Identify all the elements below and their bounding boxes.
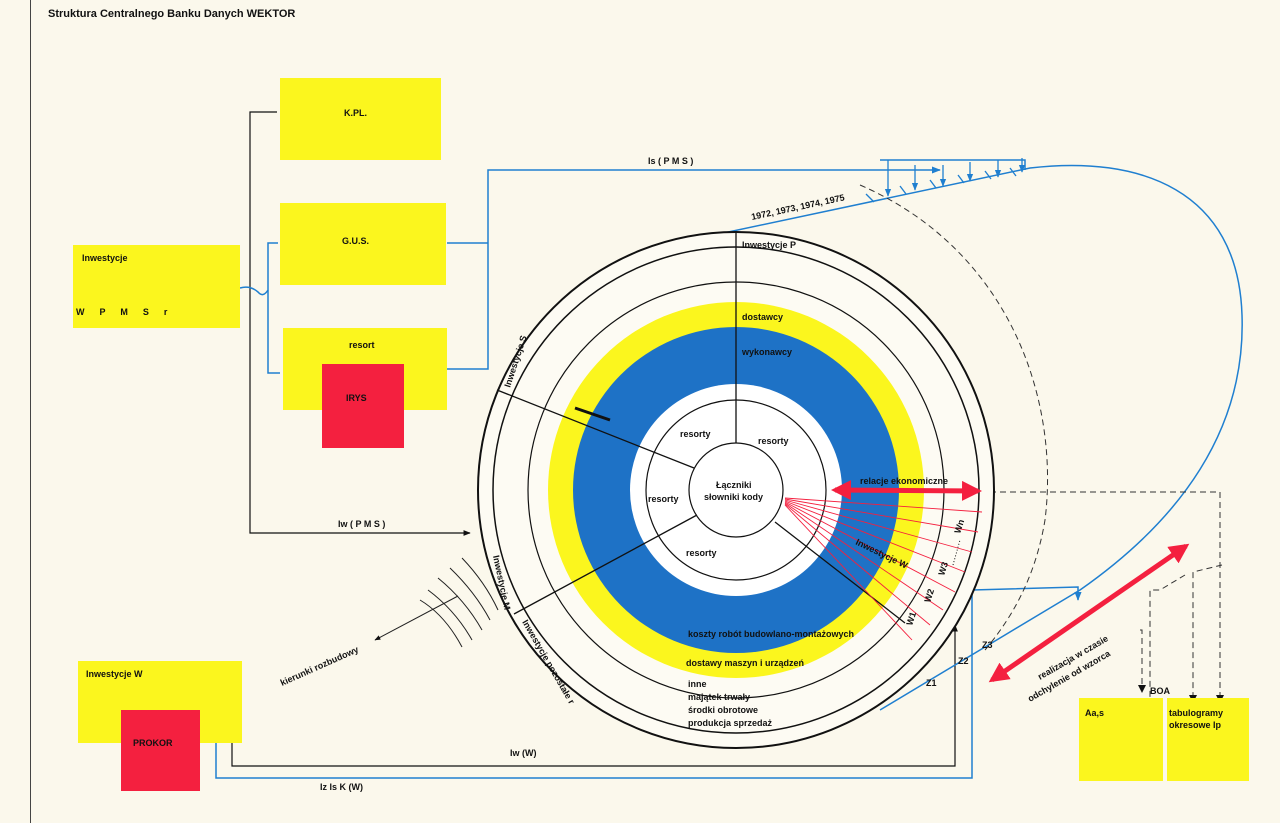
tabulogramy-label-2: okresowe Ip <box>1169 720 1222 730</box>
ring-dostawy: dostawy maszyn i urządzeń <box>686 658 804 668</box>
irys-label: IRYS <box>346 393 367 403</box>
tabulogramy-label-1: tabulogramy <box>1169 708 1224 718</box>
w-label: W1 <box>904 611 918 627</box>
label-kierunki: kierunki rozbudowy <box>279 644 360 688</box>
realizacja-arrow <box>988 543 1190 683</box>
red-fan <box>784 497 983 641</box>
center-label-2: słowniki kody <box>704 492 763 502</box>
ring-wykonawcy: wykonawcy <box>741 347 792 357</box>
tabulogramy-box: tabulogramy okresowe Ip <box>1167 698 1249 781</box>
page-edge-line <box>30 0 31 823</box>
irys-box: IRYS <box>322 364 404 448</box>
label-bottom-flows: Iz Is K (W) <box>320 782 363 792</box>
w-label: W3 <box>936 561 950 577</box>
resorty-label: resorty <box>686 548 717 558</box>
aas-box: Aa,s <box>1079 698 1163 781</box>
ring-produkcja: produkcja sprzedaż <box>688 718 773 728</box>
label-boa: BOA <box>1150 686 1171 696</box>
relacje-arrow <box>831 480 982 501</box>
w-dotted <box>952 539 961 566</box>
kpl-label: K.PL. <box>344 108 368 118</box>
gus-box: G.U.S. <box>280 203 446 285</box>
z-label: Z1 <box>926 678 937 688</box>
sector-lines <box>496 232 906 624</box>
gus-label: G.U.S. <box>342 236 370 246</box>
sector-inw-p: Inwestycje P <box>742 240 796 250</box>
inwestycje-w-label: Inwestycje W <box>86 669 143 679</box>
resorty-label: resorty <box>680 429 711 439</box>
diagram-title: Struktura Centralnego Banku Danych WEKTO… <box>48 8 296 20</box>
label-is-pms: Is ( P M S ) <box>648 156 693 166</box>
label-iw-pms: Iw ( P M S ) <box>338 519 385 529</box>
resort-label: resort <box>349 340 375 350</box>
z-label: Z3 <box>982 640 993 650</box>
label-iw-w: Iw (W) <box>510 748 537 758</box>
prokor-label: PROKOR <box>133 738 173 748</box>
resorty-label: resorty <box>758 436 789 446</box>
z-label: Z2 <box>958 656 969 666</box>
ring-inne: inne <box>688 679 707 689</box>
inwestycje-sub: W P M S r <box>76 307 168 317</box>
resorty-label: resorty <box>648 494 679 504</box>
center-label-1: Łączniki <box>716 480 752 490</box>
ring-koszty: koszty robót budowlano-montażowych <box>688 629 854 639</box>
prokor-box: PROKOR <box>121 710 200 791</box>
ring-srodki: środki obrotowe <box>688 705 758 715</box>
ring-relacje: relacje ekonomiczne <box>860 476 948 486</box>
w-label: Wn <box>952 518 966 534</box>
inwestycje-box: Inwestycje W P M S r <box>73 245 240 328</box>
kpl-box: K.PL. <box>280 78 441 160</box>
aas-label: Aa,s <box>1085 708 1105 718</box>
circle-diagram <box>477 231 995 749</box>
year-arrows <box>865 158 1026 203</box>
inwestycje-label: Inwestycje <box>82 253 128 263</box>
ring-dostawcy: dostawcy <box>742 312 783 322</box>
ring-majatek: majątek trwały <box>688 692 750 702</box>
expansion-arcs <box>374 557 499 648</box>
w-label: W2 <box>922 588 936 604</box>
